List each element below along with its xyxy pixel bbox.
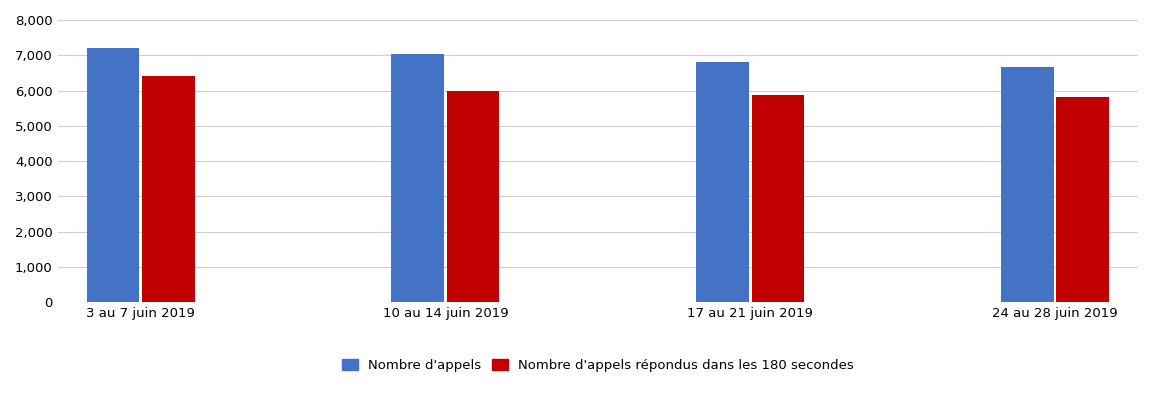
Legend: Nombre d'appels, Nombre d'appels répondus dans les 180 secondes: Nombre d'appels, Nombre d'appels répondu… <box>337 354 859 378</box>
Bar <box>752 95 804 302</box>
Bar <box>447 91 499 302</box>
Bar <box>391 54 444 302</box>
Bar <box>1056 97 1109 302</box>
Bar <box>696 62 748 302</box>
Bar <box>86 48 140 302</box>
Bar <box>142 76 195 302</box>
Bar <box>1001 67 1054 302</box>
